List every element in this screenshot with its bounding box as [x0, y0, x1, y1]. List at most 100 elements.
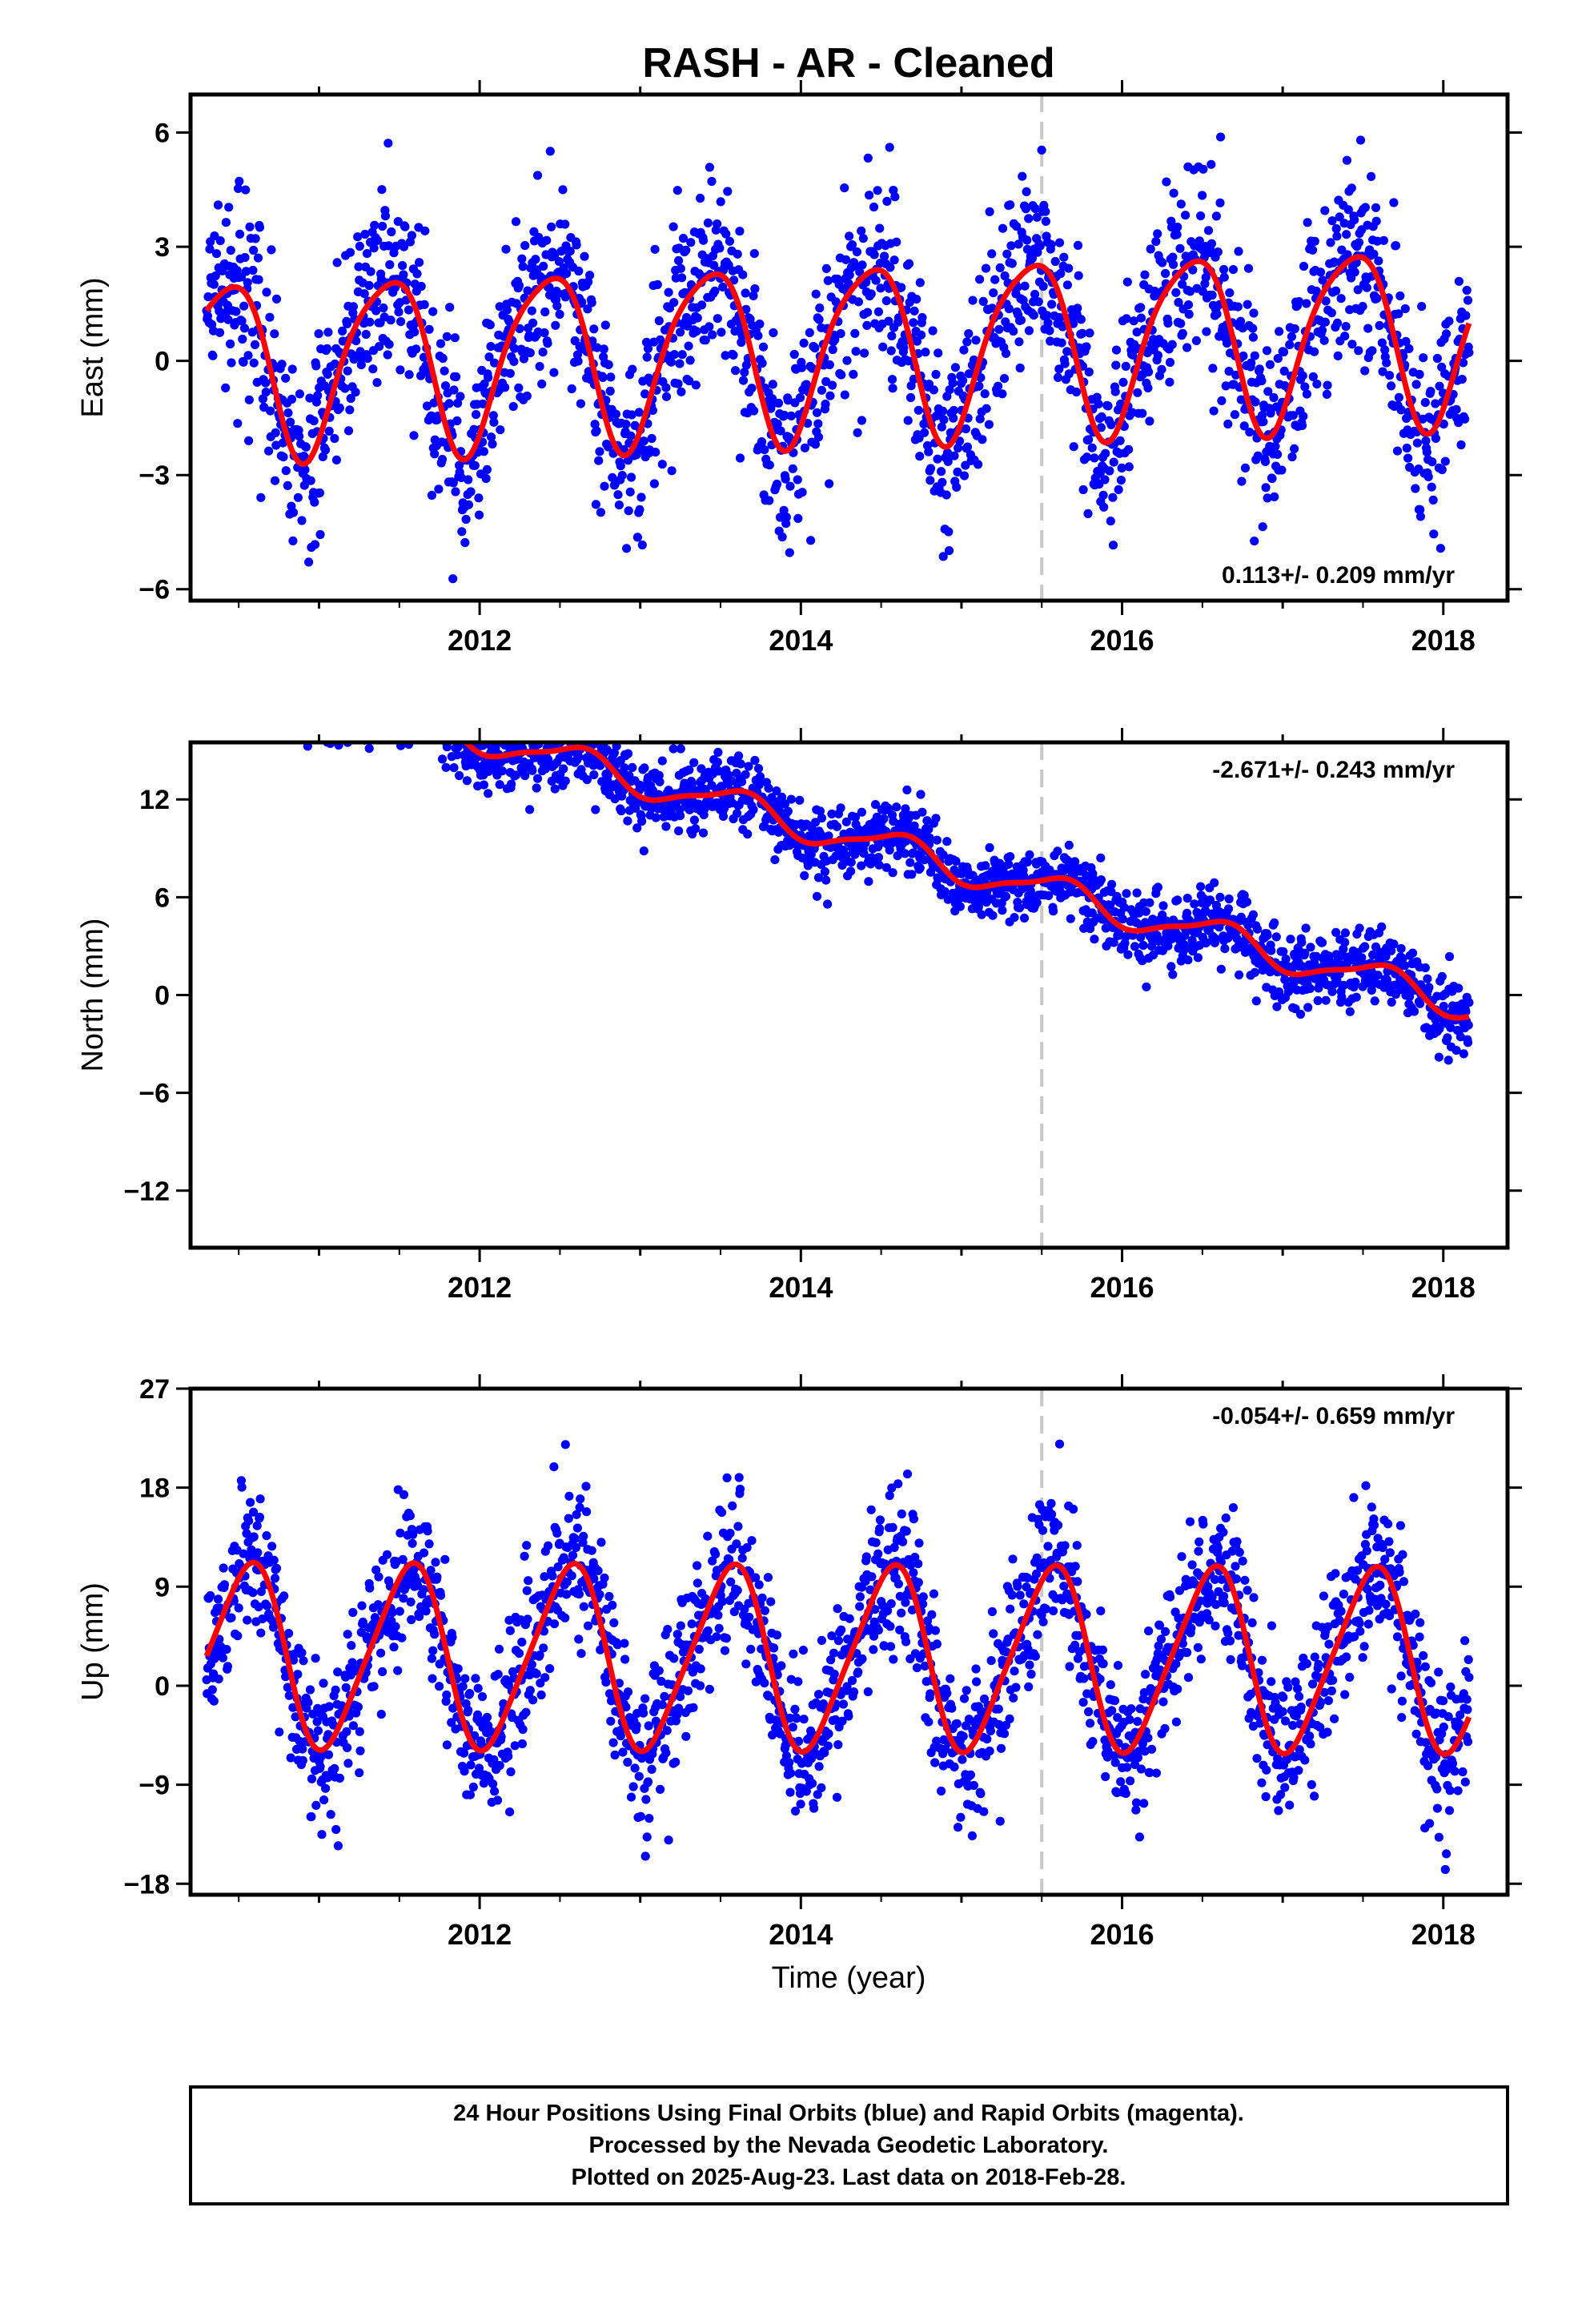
data-point	[474, 729, 483, 738]
data-point	[852, 247, 861, 257]
data-point	[404, 696, 412, 705]
data-point	[812, 408, 822, 417]
data-point	[354, 700, 363, 709]
data-point	[563, 726, 572, 734]
data-point	[749, 406, 759, 416]
data-point	[240, 252, 250, 263]
data-point	[424, 1539, 434, 1549]
data-point	[243, 661, 252, 669]
x-tick-label: 2016	[1090, 1918, 1154, 1951]
data-point	[559, 764, 568, 774]
data-point	[1165, 377, 1174, 387]
data-point	[1188, 265, 1198, 275]
data-point	[917, 847, 926, 858]
data-point	[691, 824, 701, 834]
data-point	[237, 641, 246, 650]
data-point	[552, 301, 562, 311]
data-point	[1207, 239, 1216, 248]
data-point	[517, 254, 527, 263]
data-point	[399, 677, 408, 686]
data-point	[1136, 303, 1146, 312]
data-point	[725, 236, 735, 246]
x-tick-label: 2014	[769, 624, 833, 657]
data-point	[1213, 247, 1223, 257]
data-point	[235, 674, 244, 683]
data-point	[470, 460, 480, 470]
data-point	[616, 461, 625, 471]
data-point	[1066, 914, 1075, 923]
data-point	[267, 685, 275, 694]
data-point	[1106, 517, 1115, 526]
data-point	[326, 1810, 335, 1819]
data-point	[210, 672, 219, 681]
data-point	[1236, 316, 1246, 326]
data-point	[430, 449, 440, 459]
data-point	[545, 1664, 555, 1674]
data-point	[1463, 1038, 1473, 1047]
data-point	[917, 807, 927, 817]
data-point	[1423, 974, 1432, 983]
data-point	[1269, 392, 1279, 403]
data-point	[1415, 512, 1425, 521]
data-point	[393, 217, 403, 227]
data-point	[1198, 191, 1207, 200]
data-point	[368, 715, 377, 724]
data-point	[1339, 944, 1348, 954]
data-point	[1130, 942, 1140, 951]
data-point	[213, 1594, 223, 1604]
data-point	[367, 667, 375, 676]
data-point	[276, 652, 285, 661]
data-point	[1097, 412, 1106, 422]
data-point	[811, 289, 821, 299]
data-point	[495, 1760, 504, 1771]
data-point	[474, 1763, 484, 1773]
data-point	[271, 294, 282, 304]
data-point	[1295, 297, 1304, 307]
data-point	[1055, 313, 1065, 323]
data-point	[235, 634, 243, 643]
data-point	[454, 724, 463, 733]
data-point	[205, 650, 214, 659]
data-point	[1290, 444, 1299, 454]
data-point	[1323, 380, 1332, 390]
data-point	[587, 298, 596, 308]
data-point	[1354, 238, 1364, 247]
data-point	[1219, 264, 1229, 275]
data-point	[402, 695, 411, 704]
data-point	[239, 1549, 248, 1558]
data-point	[315, 716, 324, 725]
data-point	[857, 807, 866, 817]
data-point	[293, 493, 303, 502]
data-point	[280, 683, 289, 692]
data-point	[406, 1597, 416, 1606]
data-point	[723, 187, 733, 196]
data-point	[1220, 944, 1230, 954]
data-point	[553, 1562, 563, 1572]
data-point	[785, 548, 794, 557]
data-point	[370, 220, 379, 230]
data-point	[1322, 389, 1331, 399]
data-point	[379, 694, 388, 702]
data-point	[387, 1608, 397, 1618]
data-point	[322, 690, 331, 698]
data-point	[306, 721, 315, 730]
data-point	[291, 672, 299, 681]
data-point	[560, 726, 568, 734]
data-point	[1178, 279, 1187, 289]
data-point	[741, 770, 750, 779]
data-point	[313, 713, 322, 722]
data-point	[1141, 907, 1150, 916]
data-point	[606, 372, 616, 382]
data-point	[400, 706, 409, 715]
data-point	[404, 695, 412, 704]
data-point	[853, 428, 862, 437]
data-point	[436, 339, 446, 348]
data-point	[952, 482, 962, 493]
data-point	[1347, 183, 1356, 193]
data-point	[1369, 249, 1379, 259]
data-point	[428, 673, 436, 682]
data-point	[1053, 846, 1062, 856]
data-point	[312, 1717, 322, 1727]
data-point	[437, 754, 448, 764]
